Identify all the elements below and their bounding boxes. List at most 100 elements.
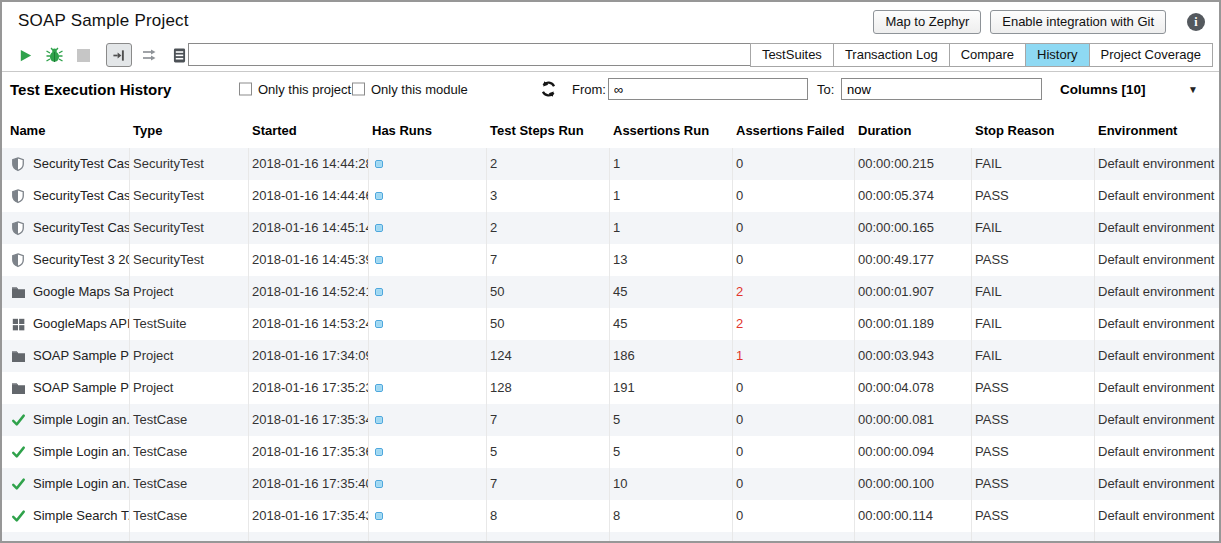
map-to-zephyr-button[interactable]: Map to Zephyr: [873, 10, 981, 34]
cell-empty: [249, 532, 369, 541]
security-run-bug-icon[interactable]: [43, 43, 65, 67]
cell-assertions-run: 45: [610, 276, 733, 308]
cell-test-steps-run: 2: [487, 212, 610, 244]
tab-project-coverage[interactable]: Project Coverage: [1089, 43, 1213, 67]
row-name-label: Simple Login an...: [33, 468, 130, 500]
security-shield-icon: [10, 156, 26, 172]
cell-assertions-failed: 0: [733, 436, 855, 468]
cell-started: 2018-01-16 14:44:28: [249, 148, 369, 180]
has-runs-indicator: [375, 224, 383, 232]
cell-environment: Default environment: [1095, 404, 1219, 436]
from-label: From:: [572, 82, 606, 97]
cell-assertions-failed: 0: [733, 148, 855, 180]
cell-assertions-run: 10: [610, 468, 733, 500]
column-header-type[interactable]: Type: [130, 123, 249, 138]
log-icon[interactable]: [168, 43, 190, 67]
tab-compare[interactable]: Compare: [949, 43, 1026, 67]
column-header-test-steps-run[interactable]: Test Steps Run: [487, 123, 610, 138]
row-name-label: SOAP Sample Pr...: [33, 340, 130, 372]
table-row[interactable]: SecurityTest Cas...SecurityTest2018-01-1…: [2, 148, 1219, 180]
table-row[interactable]: Simple Search T...TestCase2018-01-16 17:…: [2, 500, 1219, 532]
cell-environment: Default environment: [1095, 468, 1219, 500]
table-row[interactable]: SecurityTest Cas...SecurityTest2018-01-1…: [2, 212, 1219, 244]
cell-has-runs: [369, 276, 487, 308]
column-header-environment[interactable]: Environment: [1095, 123, 1219, 138]
table-row[interactable]: Google Maps Sa...Project2018-01-16 14:52…: [2, 276, 1219, 308]
to-input[interactable]: [841, 78, 1042, 100]
tab-history[interactable]: History: [1025, 43, 1089, 67]
cell-duration: 00:00:05.374: [855, 180, 972, 212]
cell-empty: [972, 532, 1095, 541]
table-row[interactable]: SecurityTest Cas...SecurityTest2018-01-1…: [2, 180, 1219, 212]
table-row[interactable]: SecurityTest 3 20...SecurityTest2018-01-…: [2, 244, 1219, 276]
search-input[interactable]: [188, 43, 816, 66]
cell-type: TestCase: [130, 500, 249, 532]
cell-assertions-failed: 0: [733, 404, 855, 436]
table-row[interactable]: Simple Login an...TestCase2018-01-16 17:…: [2, 468, 1219, 500]
run-icon[interactable]: [14, 43, 36, 67]
cell-assertions-run: 8: [610, 500, 733, 532]
table-row-partial: [2, 532, 1219, 541]
table-row[interactable]: Simple Login an...TestCase2018-01-16 17:…: [2, 404, 1219, 436]
table-row[interactable]: GoogleMaps API...TestSuite2018-01-16 14:…: [2, 308, 1219, 340]
has-runs-indicator: [375, 448, 383, 456]
table-row[interactable]: Simple Login an...TestCase2018-01-16 17:…: [2, 436, 1219, 468]
only-this-project-checkbox[interactable]: [239, 83, 252, 96]
cell-started: 2018-01-16 17:35:43: [249, 500, 369, 532]
cell-environment: Default environment: [1095, 436, 1219, 468]
cell-stop-reason: PASS: [972, 436, 1095, 468]
cell-name: SecurityTest Cas...: [2, 212, 130, 244]
cell-started: 2018-01-16 17:35:23: [249, 372, 369, 404]
cell-name: Google Maps Sa...: [2, 276, 130, 308]
cell-type: Project: [130, 340, 249, 372]
cell-empty: [2, 532, 130, 541]
column-header-assertions-failed[interactable]: Assertions Failed: [733, 123, 855, 138]
cell-name: SOAP Sample Pr...: [2, 372, 130, 404]
cell-assertions-run: 45: [610, 308, 733, 340]
refresh-icon[interactable]: [540, 81, 557, 98]
only-this-project-label[interactable]: Only this project: [258, 82, 351, 97]
column-header-stop-reason[interactable]: Stop Reason: [972, 123, 1095, 138]
cell-duration: 00:00:01.907: [855, 276, 972, 308]
app-window: SOAP Sample Project Map to Zephyr Enable…: [0, 0, 1221, 543]
column-header-has-runs[interactable]: Has Runs: [369, 123, 487, 138]
row-name-label: SecurityTest Cas...: [33, 148, 130, 180]
enable-git-button[interactable]: Enable integration with Git: [990, 10, 1166, 34]
only-this-module-label[interactable]: Only this module: [371, 82, 468, 97]
cell-type: SecurityTest: [130, 180, 249, 212]
cell-started: 2018-01-16 17:35:36: [249, 436, 369, 468]
column-header-name[interactable]: Name: [2, 123, 130, 138]
cell-has-runs: [369, 500, 487, 532]
cell-environment: Default environment: [1095, 372, 1219, 404]
cell-environment: Default environment: [1095, 276, 1219, 308]
from-input[interactable]: [608, 78, 808, 100]
cell-stop-reason: FAIL: [972, 148, 1095, 180]
forward-arrows-icon[interactable]: [139, 43, 161, 67]
cell-duration: 00:00:00.094: [855, 436, 972, 468]
project-folder-icon: [10, 284, 26, 300]
security-shield-icon: [10, 252, 26, 268]
info-icon[interactable]: i: [1187, 13, 1205, 31]
table-row[interactable]: SOAP Sample Pr...Project2018-01-16 17:35…: [2, 372, 1219, 404]
only-this-module-checkbox[interactable]: [352, 83, 365, 96]
step-into-toggle-button[interactable]: [106, 43, 132, 67]
columns-dropdown-label[interactable]: Columns [10]: [1060, 82, 1146, 97]
column-header-assertions-run[interactable]: Assertions Run: [610, 123, 733, 138]
cell-started: 2018-01-16 17:35:40: [249, 468, 369, 500]
cell-has-runs: [369, 212, 487, 244]
cell-stop-reason: PASS: [972, 244, 1095, 276]
row-name-label: Google Maps Sa...: [33, 276, 130, 308]
column-header-started[interactable]: Started: [249, 123, 369, 138]
stop-icon: [72, 43, 94, 67]
tab-testsuites[interactable]: TestSuites: [750, 43, 834, 67]
top-bar-actions: Map to Zephyr Enable integration with Gi…: [873, 10, 1205, 34]
table-row[interactable]: SOAP Sample Pr...Project2018-01-16 17:34…: [2, 340, 1219, 372]
column-header-duration[interactable]: Duration: [855, 123, 972, 138]
cell-type: TestSuite: [130, 308, 249, 340]
tab-transaction-log[interactable]: Transaction Log: [833, 43, 950, 67]
cell-duration: 00:00:00.215: [855, 148, 972, 180]
chevron-down-icon[interactable]: ▼: [1188, 84, 1198, 95]
cell-started: 2018-01-16 14:44:46: [249, 180, 369, 212]
project-folder-icon: [10, 380, 26, 396]
testcase-check-icon: [10, 412, 26, 428]
